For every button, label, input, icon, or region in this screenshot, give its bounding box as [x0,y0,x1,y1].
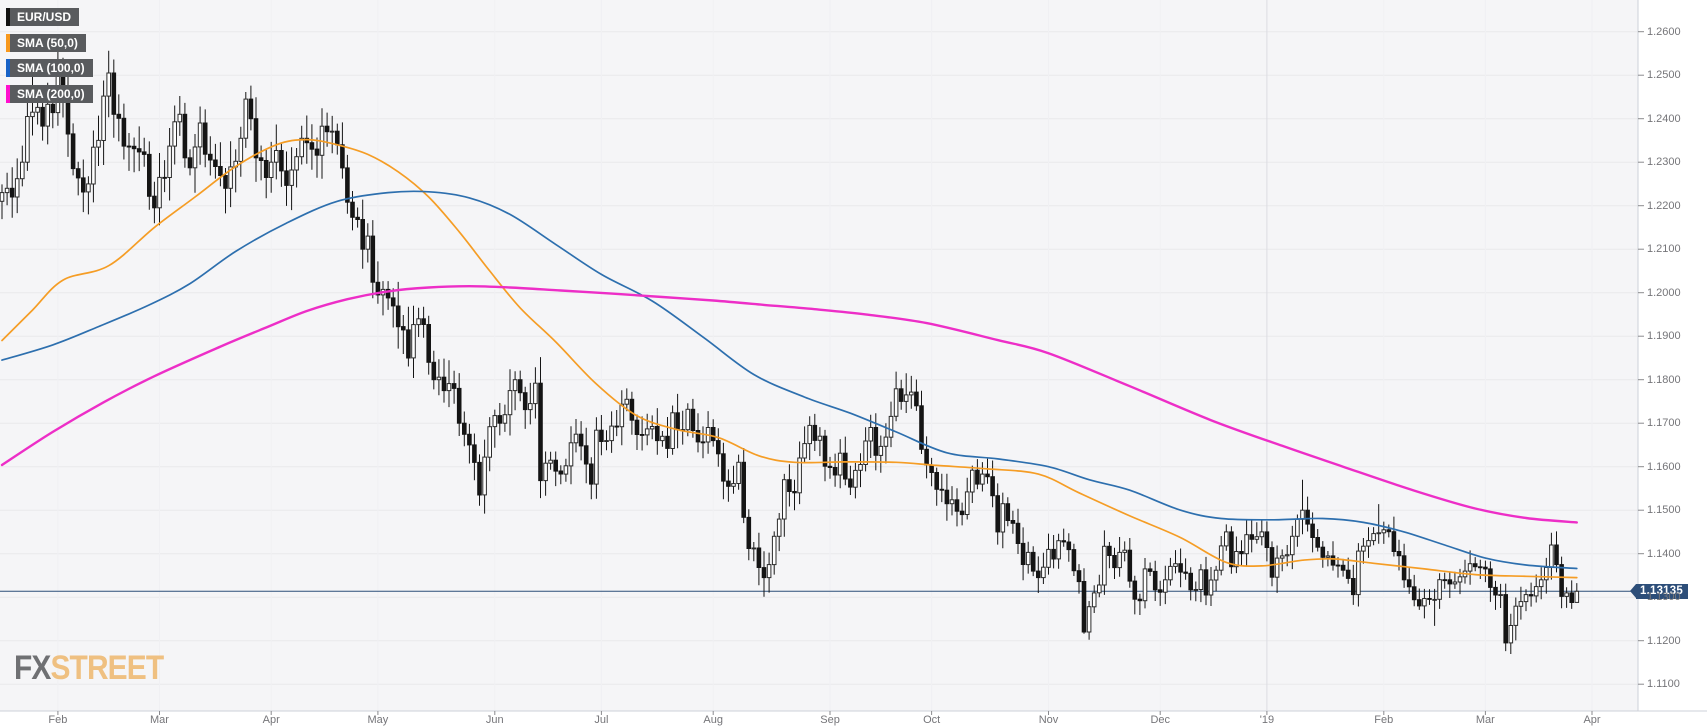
price-axis-label: 1.1400 [1647,547,1681,560]
price-axis-label: 1.2100 [1647,243,1681,256]
time-axis-label: '19 [1259,714,1275,726]
time-axis-label: Feb [48,714,68,726]
legend-item-sma100[interactable]: SMA (100,0) [6,59,93,77]
time-axis-label: Nov [1038,714,1059,726]
chart-legend: EUR/USD SMA (50,0) SMA (100,0) SMA (200,… [6,8,93,110]
price-axis-label: 1.2300 [1647,156,1681,169]
logo-street: STREET [50,649,164,687]
price-axis-label: 1.1100 [1647,678,1680,691]
price-axis-label: 1.1800 [1647,373,1681,386]
time-axis-label: Apr [1583,714,1601,726]
legend-item-sma50[interactable]: SMA (50,0) [6,33,93,52]
time-axis-label: May [367,714,389,726]
legend-item-sma200[interactable]: SMA (200,0) [6,84,93,103]
fxstreet-watermark: FXSTREET [14,649,164,688]
price-badge-arrow-icon [1630,584,1636,599]
time-axis-label: Aug [703,714,723,726]
price-axis-label: 1.1900 [1647,330,1681,343]
sma50-label: SMA (50,0) [10,33,86,52]
sma200-label: SMA (200,0) [10,84,93,103]
current-price-badge: 1.13135 [1630,583,1688,599]
time-axis-label: Dec [1150,714,1171,726]
symbol-label: EUR/USD [10,8,80,26]
price-axis-label: 1.2000 [1647,286,1681,299]
price-axis-label: 1.1500 [1647,504,1681,517]
current-price-value: 1.13135 [1636,583,1688,599]
time-axis-label: Mar [1475,714,1495,726]
time-axis-label: Oct [923,714,941,726]
price-axis-label: 1.2500 [1647,69,1681,82]
time-axis-label: Apr [262,714,280,726]
sma100-color-bar-icon [6,59,10,77]
price-axis-label: 1.1600 [1647,460,1681,473]
sma100-label: SMA (100,0) [10,59,93,77]
price-axis-label: 1.1200 [1647,634,1681,647]
time-axis-label: Mar [149,714,169,726]
price-axis-label: 1.2400 [1647,112,1681,125]
time-axis-label: Jun [485,714,504,726]
time-axis-label: Feb [1374,714,1394,726]
time-axis-label: Jul [594,714,609,726]
price-axis-label: 1.2600 [1647,25,1681,38]
sma50-color-bar-icon [6,33,10,52]
symbol-color-bar-icon [6,8,10,26]
logo-fx: FX [14,649,51,687]
price-axis-label: 1.1300 [1647,591,1681,604]
price-axis[interactable] [1638,0,1707,711]
time-axis-label: Sep [820,714,840,726]
price-axis-label: 1.2200 [1647,199,1681,212]
legend-item-symbol[interactable]: EUR/USD [6,8,93,26]
sma200-color-bar-icon [6,84,10,103]
price-axis-label: 1.1700 [1647,417,1681,430]
